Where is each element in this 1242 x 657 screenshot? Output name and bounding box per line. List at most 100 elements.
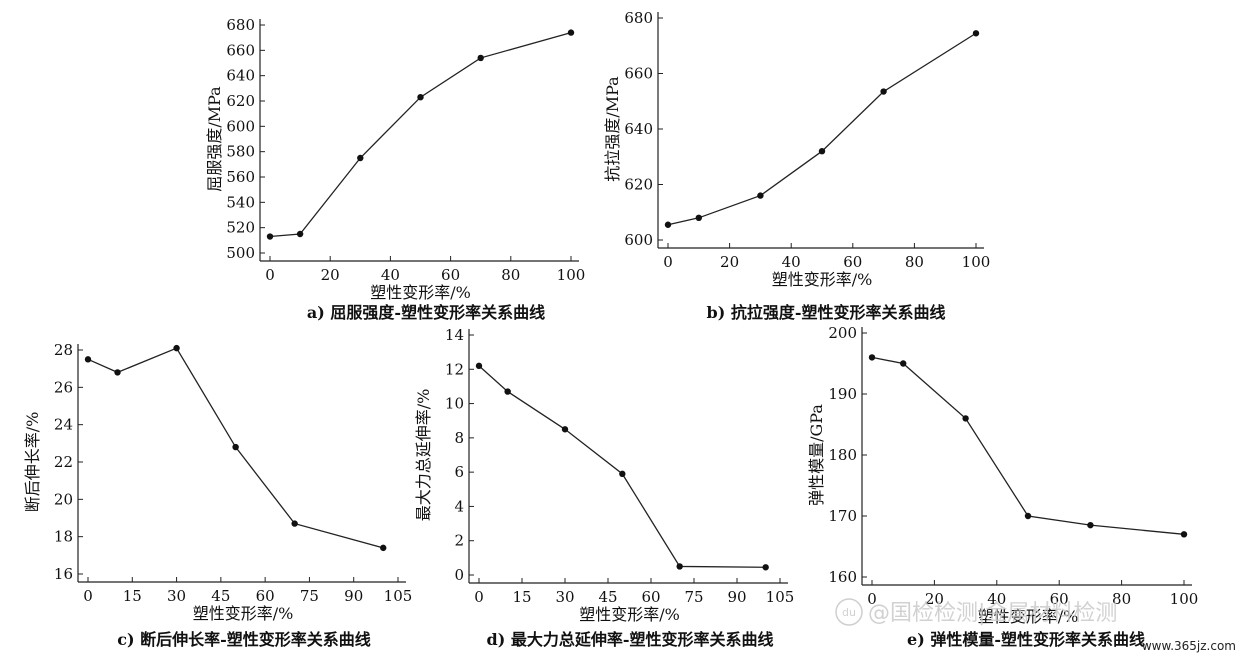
y-tick-label: 500: [226, 244, 255, 262]
panel-caption: d) 最大力总延伸率-塑性变形率关系曲线: [487, 630, 774, 649]
data-point: [818, 148, 826, 155]
y-tick-label: 12: [445, 360, 464, 378]
y-tick-label: 2: [454, 532, 464, 550]
x-tick-label: 20: [925, 590, 944, 608]
y-tick-label: 0: [454, 566, 464, 584]
y-tick-label: 160: [828, 568, 857, 586]
chart-panel-b: 0 20 40 60 80 100 600 620 640 660 680 塑性变形率/% 抗拉强度/M…: [603, 9, 990, 322]
data-point: [868, 354, 876, 361]
y-tick-label: 6: [454, 463, 464, 481]
y-tick-label: 180: [828, 446, 857, 464]
y-tick-label: 20: [54, 490, 73, 508]
x-tick-label: 90: [344, 587, 363, 605]
chart-panel-e: 0 20 40 60 80 100 160 170 180 190 200 塑性变形率/% 弹性模量/G…: [807, 324, 1198, 649]
x-tick-label: 45: [598, 588, 617, 606]
x-axis-title: 塑性变形率/%: [772, 270, 873, 289]
data-point: [1180, 531, 1188, 538]
watermark-text: @国检检测|金属材料检测: [868, 601, 1117, 626]
panel-caption: c) 断后伸长率-塑性变形率关系曲线: [117, 630, 371, 649]
x-tick-label: 105: [384, 587, 413, 605]
x-tick-label: 40: [381, 266, 400, 284]
x-tick-label: 60: [441, 266, 460, 284]
data-point: [900, 360, 907, 367]
x-tick-label: 60: [256, 587, 275, 605]
series-line: [478, 365, 766, 568]
x-tick-label: 100: [557, 266, 586, 284]
y-tick-label: 4: [454, 497, 464, 515]
x-tick-label: 15: [512, 588, 531, 606]
data-point: [114, 369, 121, 376]
y-tick-label: 640: [624, 120, 653, 138]
data-point: [880, 88, 887, 95]
y-tick-label: 24: [54, 416, 73, 434]
data-point: [676, 563, 683, 570]
y-tick-label: 600: [624, 231, 653, 249]
y-tick-label: 8: [454, 429, 464, 447]
data-point: [561, 426, 569, 433]
x-tick-label: 60: [641, 588, 660, 606]
chart-panel-d: 0 15 30 45 60 75 90 105 0 2 4 6 8 10 12 14 塑性变形率/% 最大力总延伸…: [414, 326, 794, 649]
series-line: [269, 31, 572, 238]
data-point: [504, 388, 511, 395]
x-tick-label: 45: [211, 587, 230, 605]
data-point: [619, 470, 626, 478]
x-tick-label: 30: [555, 588, 574, 606]
y-tick-label: 680: [226, 16, 255, 34]
y-axis-title: 弹性模量/GPa: [807, 404, 826, 506]
x-tick-label: 100: [962, 253, 991, 271]
data-point: [567, 29, 575, 36]
y-tick-label: 620: [624, 176, 653, 194]
y-tick-label: 640: [226, 67, 255, 85]
x-tick-label: 75: [684, 588, 703, 606]
x-tick-label: 0: [83, 587, 93, 605]
data-point: [695, 214, 702, 221]
data-point: [380, 544, 387, 552]
data-point: [762, 564, 769, 571]
x-tick-label: 75: [300, 587, 319, 605]
y-axis-title: 屈服强度/MPa: [205, 86, 224, 192]
x-tick-label: 40: [782, 253, 801, 271]
x-tick-label: 80: [1112, 590, 1131, 608]
panel-caption: a) 屈服强度-塑性变形率关系曲线: [307, 303, 545, 322]
watermark-logo-icon: [835, 598, 863, 626]
x-axis-title: 塑性变形率/%: [370, 283, 471, 302]
watermark-logo-text: du: [842, 606, 856, 619]
data-point: [296, 230, 304, 238]
y-tick-label: 620: [226, 92, 255, 110]
panel-caption: e) 弹性模量-塑性变形率关系曲线: [907, 630, 1145, 649]
y-tick-label: 170: [828, 507, 857, 525]
data-point: [1087, 521, 1094, 529]
y-tick-label: 200: [828, 324, 857, 342]
data-point: [972, 30, 980, 37]
y-axis-title: 最大力总延伸率/%: [414, 389, 433, 522]
y-tick-label: 14: [445, 326, 464, 344]
x-tick-label: 0: [474, 588, 484, 606]
series-line: [87, 347, 384, 549]
x-axis-title: 塑性变形率/%: [978, 607, 1079, 626]
data-point: [664, 221, 672, 228]
x-tick-label: 20: [720, 253, 739, 271]
data-point: [475, 362, 483, 370]
y-tick-label: 26: [54, 378, 73, 396]
y-tick-label: 580: [226, 143, 255, 161]
y-tick-label: 18: [54, 528, 73, 546]
data-point: [232, 443, 239, 451]
x-axis-title: 塑性变形率/%: [193, 604, 294, 623]
x-tick-label: 105: [766, 588, 795, 606]
data-point: [266, 233, 274, 240]
x-tick-label: 60: [1050, 590, 1069, 608]
y-tick-label: 680: [624, 9, 653, 27]
x-tick-label: 80: [501, 266, 520, 284]
y-tick-label: 600: [226, 117, 255, 135]
data-point: [757, 192, 764, 199]
x-tick-label: 30: [167, 587, 186, 605]
y-tick-label: 520: [226, 219, 255, 237]
x-tick-label: 40: [987, 590, 1006, 608]
y-tick-label: 660: [624, 65, 653, 83]
x-tick-label: 0: [265, 266, 275, 284]
y-tick-label: 28: [54, 341, 73, 359]
chart-panel-c: 0 15 30 45 60 75 90 105 16 18 20 22 24 26 28 塑性变形率/% 断后伸…: [23, 341, 412, 649]
data-point: [357, 154, 364, 162]
series-line: [871, 356, 1185, 535]
